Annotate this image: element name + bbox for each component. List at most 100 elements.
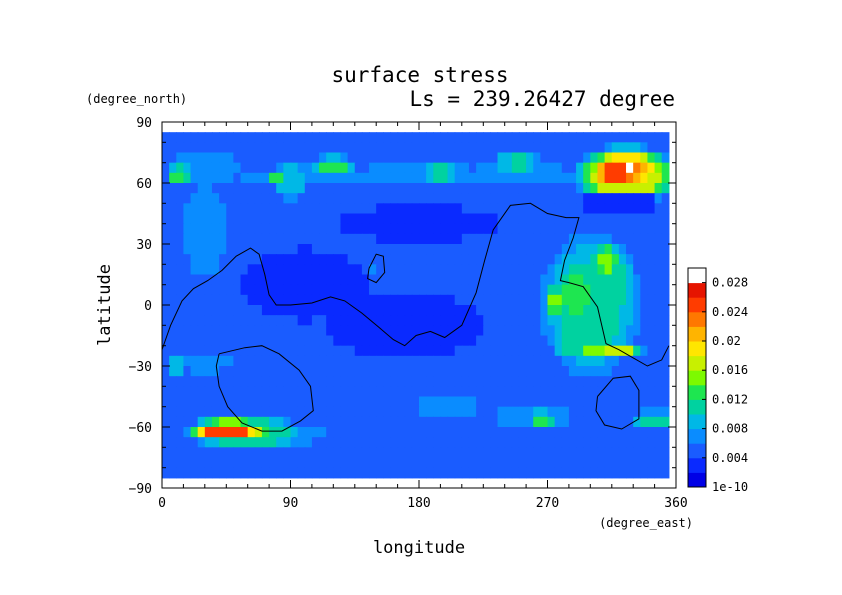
heatmap-cell xyxy=(269,132,277,143)
heatmap-cell xyxy=(233,193,242,204)
heatmap-cell xyxy=(283,366,292,377)
heatmap-cell xyxy=(369,335,377,347)
heatmap-cell xyxy=(533,325,541,337)
heatmap-cell xyxy=(533,233,541,245)
heatmap-cell xyxy=(390,183,399,194)
heatmap-cell xyxy=(340,254,349,265)
heatmap-cell xyxy=(247,183,256,194)
heatmap-cell xyxy=(297,335,306,347)
heatmap-cell xyxy=(226,284,234,296)
heatmap-cell xyxy=(311,264,320,276)
heatmap-cell xyxy=(540,183,549,194)
heatmap-cell xyxy=(404,203,413,215)
heatmap-cell xyxy=(340,437,349,448)
heatmap-cell xyxy=(376,447,384,459)
heatmap-cell xyxy=(511,244,520,255)
heatmap-cell xyxy=(226,447,234,459)
heatmap-cell xyxy=(461,376,470,387)
heatmap-cell xyxy=(361,223,370,235)
heatmap-cell xyxy=(197,406,206,418)
heatmap-cell xyxy=(204,152,213,164)
heatmap-cell xyxy=(283,376,292,387)
heatmap-cell xyxy=(162,376,170,387)
heatmap-cell xyxy=(454,335,463,347)
heatmap-cell xyxy=(411,325,420,337)
heatmap-cell xyxy=(426,305,434,316)
heatmap-cell xyxy=(276,345,284,357)
heatmap-cell xyxy=(597,142,606,154)
heatmap-cell xyxy=(347,264,356,276)
heatmap-cell xyxy=(183,457,192,469)
heatmap-cell xyxy=(518,193,527,204)
heatmap-cell xyxy=(376,366,384,377)
heatmap-cell xyxy=(197,294,206,306)
heatmap-cell xyxy=(583,447,591,459)
heatmap-cell xyxy=(411,264,420,276)
heatmap-cell xyxy=(183,355,192,367)
heatmap-cell xyxy=(311,162,320,174)
heatmap-cell xyxy=(611,386,620,398)
colorbar-frame xyxy=(687,267,707,488)
heatmap-cell xyxy=(419,294,427,306)
heatmap-cell xyxy=(633,416,641,428)
heatmap-cell xyxy=(354,172,363,184)
heatmap-cell xyxy=(568,203,577,215)
heatmap-cell xyxy=(454,264,463,276)
heatmap-cell xyxy=(261,335,270,347)
heatmap-cell xyxy=(490,213,499,225)
heatmap-cell xyxy=(604,386,613,398)
heatmap-cell xyxy=(618,416,627,428)
heatmap-cell xyxy=(497,305,506,316)
heatmap-cell xyxy=(383,264,392,276)
heatmap-cell xyxy=(176,416,185,428)
heatmap-cell xyxy=(326,467,334,479)
heatmap-cell xyxy=(233,244,242,255)
heatmap-cell xyxy=(347,396,356,408)
heatmap-cell xyxy=(661,335,670,347)
heatmap-cell xyxy=(511,437,520,448)
heatmap-cell xyxy=(276,457,284,469)
heatmap-cell xyxy=(419,386,427,398)
heatmap-cell xyxy=(433,376,442,387)
heatmap-cell xyxy=(269,274,277,286)
heatmap-cell xyxy=(526,386,534,398)
heatmap-cell xyxy=(461,162,470,174)
heatmap-cell xyxy=(233,416,242,428)
heatmap-cell xyxy=(654,162,663,174)
heatmap-cell xyxy=(597,355,606,367)
heatmap-cell xyxy=(226,457,234,469)
heatmap-cell xyxy=(576,152,584,164)
heatmap-cell xyxy=(518,162,527,174)
heatmap-cell xyxy=(290,193,299,204)
heatmap-cell xyxy=(390,132,399,143)
heatmap-cell xyxy=(204,284,213,296)
heatmap-cell xyxy=(561,345,570,357)
heatmap-cell xyxy=(554,264,563,276)
heatmap-cell xyxy=(461,355,470,367)
heatmap-cell xyxy=(440,294,449,306)
heatmap-cell xyxy=(219,447,227,459)
heatmap-cell xyxy=(626,416,634,428)
heatmap-cell xyxy=(433,315,442,326)
heatmap-cell xyxy=(626,244,634,255)
heatmap-cell xyxy=(419,335,427,347)
heatmap-cell xyxy=(561,416,570,428)
heatmap-cell xyxy=(311,254,320,265)
heatmap-cell xyxy=(626,213,634,225)
heatmap-cell xyxy=(497,366,506,377)
heatmap-cell xyxy=(354,294,363,306)
heatmap-cell xyxy=(419,396,427,408)
heatmap-cell xyxy=(254,335,263,347)
heatmap-cell xyxy=(340,233,349,245)
heatmap-cell xyxy=(411,254,420,265)
heatmap-cell xyxy=(290,386,299,398)
heatmap-cell xyxy=(533,264,541,276)
heatmap-cell xyxy=(454,183,463,194)
heatmap-cell xyxy=(269,172,277,184)
heatmap-cell xyxy=(476,162,484,174)
heatmap-cell xyxy=(483,355,491,367)
heatmap-cell xyxy=(261,284,270,296)
heatmap-cell xyxy=(169,467,177,479)
heatmap-cell xyxy=(261,213,270,225)
heatmap-cell xyxy=(333,467,342,479)
